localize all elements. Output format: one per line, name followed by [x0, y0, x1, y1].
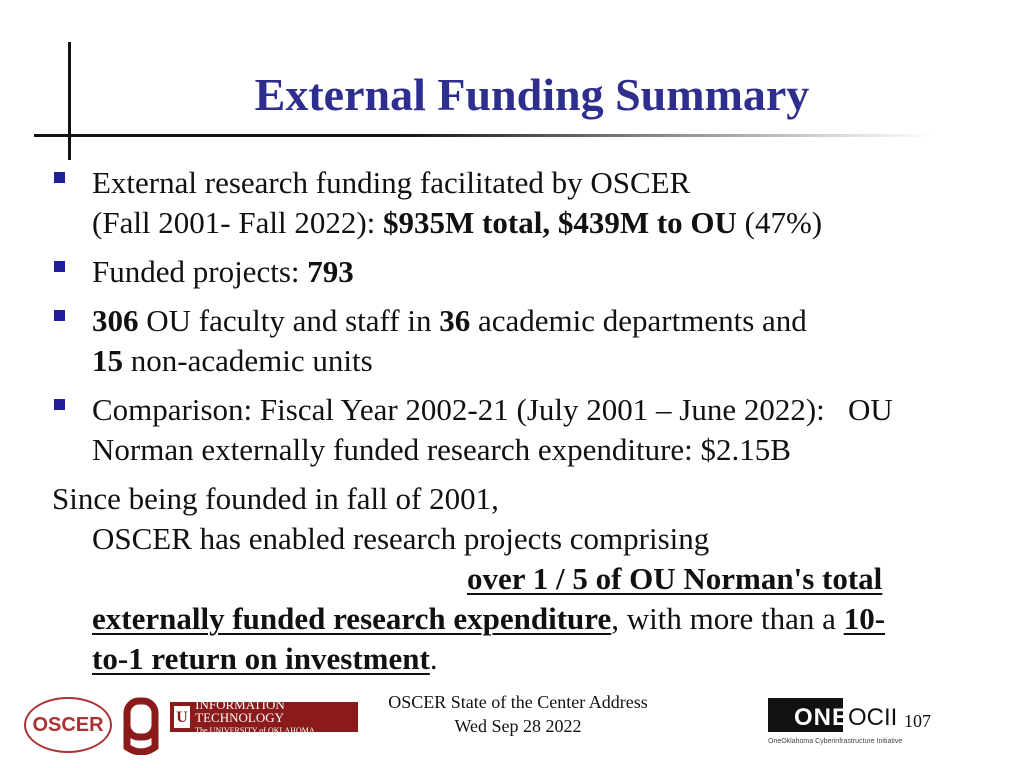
decorative-horizontal-line	[34, 134, 934, 137]
bullet-text: 306 OU faculty and staff in 36 academic …	[92, 303, 807, 378]
bullet-text: Comparison: Fiscal Year 2002-21 (July 20…	[92, 392, 893, 467]
page-number: 107	[904, 711, 931, 731]
ou-logo	[118, 696, 164, 756]
slide-footer: OSCER U INFORMATION TECHNOLOGY The UNIVE…	[0, 690, 1024, 768]
footer-caption: OSCER State of the Center Address Wed Se…	[360, 690, 676, 738]
bullet-text: External research funding facilitated by…	[92, 165, 823, 240]
bullet-text: Funded projects: 793	[92, 254, 354, 289]
footer-date: Wed Sep 28 2022	[454, 716, 582, 736]
slide-body: External research funding facilitated by…	[52, 163, 982, 679]
bullet-square-icon	[54, 172, 65, 183]
bullet-square-icon	[54, 399, 65, 410]
bullet-funded-projects: Funded projects: 793	[52, 252, 982, 292]
decorative-vertical-line	[68, 42, 71, 160]
bullet-square-icon	[54, 310, 65, 321]
information-technology-logo: U INFORMATION TECHNOLOGY The UNIVERSITY …	[170, 698, 358, 735]
funding-total: $935M total, $439M to OU	[383, 205, 737, 240]
slide-title: External Funding Summary	[254, 69, 810, 120]
closing-paragraph: Since being founded in fall of 2001, OSC…	[52, 481, 886, 676]
ou-monogram-icon	[123, 697, 159, 755]
bullet-funding: External research funding facilitated by…	[52, 163, 982, 243]
oklahoma-state-shape-icon	[768, 698, 843, 732]
bullet-square-icon	[54, 261, 65, 272]
footer-event: OSCER State of the Center Address	[388, 692, 648, 712]
ou-small-icon: U	[174, 706, 191, 728]
projects-count: 793	[307, 254, 354, 289]
bullet-faculty: 306 OU faculty and staff in 36 academic …	[52, 301, 982, 381]
bullet-comparison: Comparison: Fiscal Year 2002-21 (July 20…	[52, 390, 982, 470]
oneocii-logo: ONE OCII OneOklahoma Cyberinfrastructure…	[768, 696, 908, 754]
oscer-logo: OSCER	[24, 697, 112, 753]
